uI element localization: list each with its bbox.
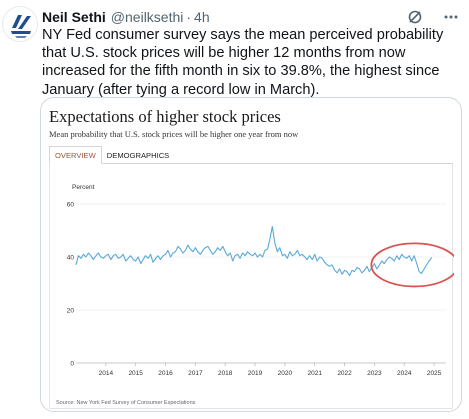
user-handle[interactable]: @neilksethi — [110, 9, 184, 25]
chart-title: Expectations of higher stock prices — [49, 107, 281, 126]
timestamp[interactable]: 4h — [194, 9, 210, 25]
x-tick-label: 2020 — [278, 370, 293, 377]
y-tick-label: 60 — [67, 202, 75, 209]
more-icon[interactable] — [441, 7, 461, 27]
x-tick-label: 2018 — [218, 370, 233, 377]
x-tick-label: 2022 — [337, 370, 352, 377]
x-tick-label: 2023 — [367, 370, 382, 377]
y-tick-label: 20 — [67, 308, 75, 315]
avatar-logo-icon — [4, 8, 37, 41]
x-tick-label: 2017 — [188, 370, 203, 377]
tweet-text: NY Fed consumer survey says the mean per… — [42, 27, 444, 98]
chart-card[interactable]: Expectations of higher stock prices Mean… — [40, 97, 462, 412]
y-axis-title: Percent — [72, 184, 95, 191]
y-tick-label: 0 — [70, 361, 74, 368]
avatar[interactable] — [2, 6, 38, 42]
tab-demographics[interactable]: DEMOGRAPHICS — [106, 150, 170, 160]
x-tick-label: 2016 — [158, 370, 173, 377]
x-tick-label: 2015 — [128, 370, 143, 377]
tab-overview[interactable]: OVERVIEW — [49, 146, 102, 164]
chart-tabs: OVERVIEW DEMOGRAPHICS — [49, 146, 453, 164]
chart-subtitle: Mean probability that U.S. stock prices … — [49, 129, 299, 139]
x-tick-label: 2024 — [397, 370, 412, 377]
display-name[interactable]: Neil Sethi — [42, 9, 106, 25]
x-tick-label: 2019 — [248, 370, 263, 377]
chart-frame: Percent 0 20 40 60 2014 2015 2016 2017 2018 2019 20… — [49, 164, 454, 409]
x-tick-label: 2021 — [307, 370, 322, 377]
source-text: Source: New York Fed Survey of Consumer … — [56, 400, 196, 406]
x-tick-label: 2025 — [427, 370, 442, 377]
line-chart: Percent 0 20 40 60 2014 2015 2016 2017 2018 2019 20… — [56, 184, 454, 406]
series-line — [75, 225, 433, 277]
x-tick-label: 2014 — [99, 370, 114, 377]
highlight-annotation — [370, 242, 454, 288]
separator-dot: · — [186, 9, 192, 25]
y-tick-label: 40 — [67, 255, 75, 262]
grok-icon[interactable] — [405, 7, 425, 27]
header-actions — [405, 7, 461, 27]
tweet-header: Neil Sethi @neilksethi · 4h — [42, 7, 461, 27]
